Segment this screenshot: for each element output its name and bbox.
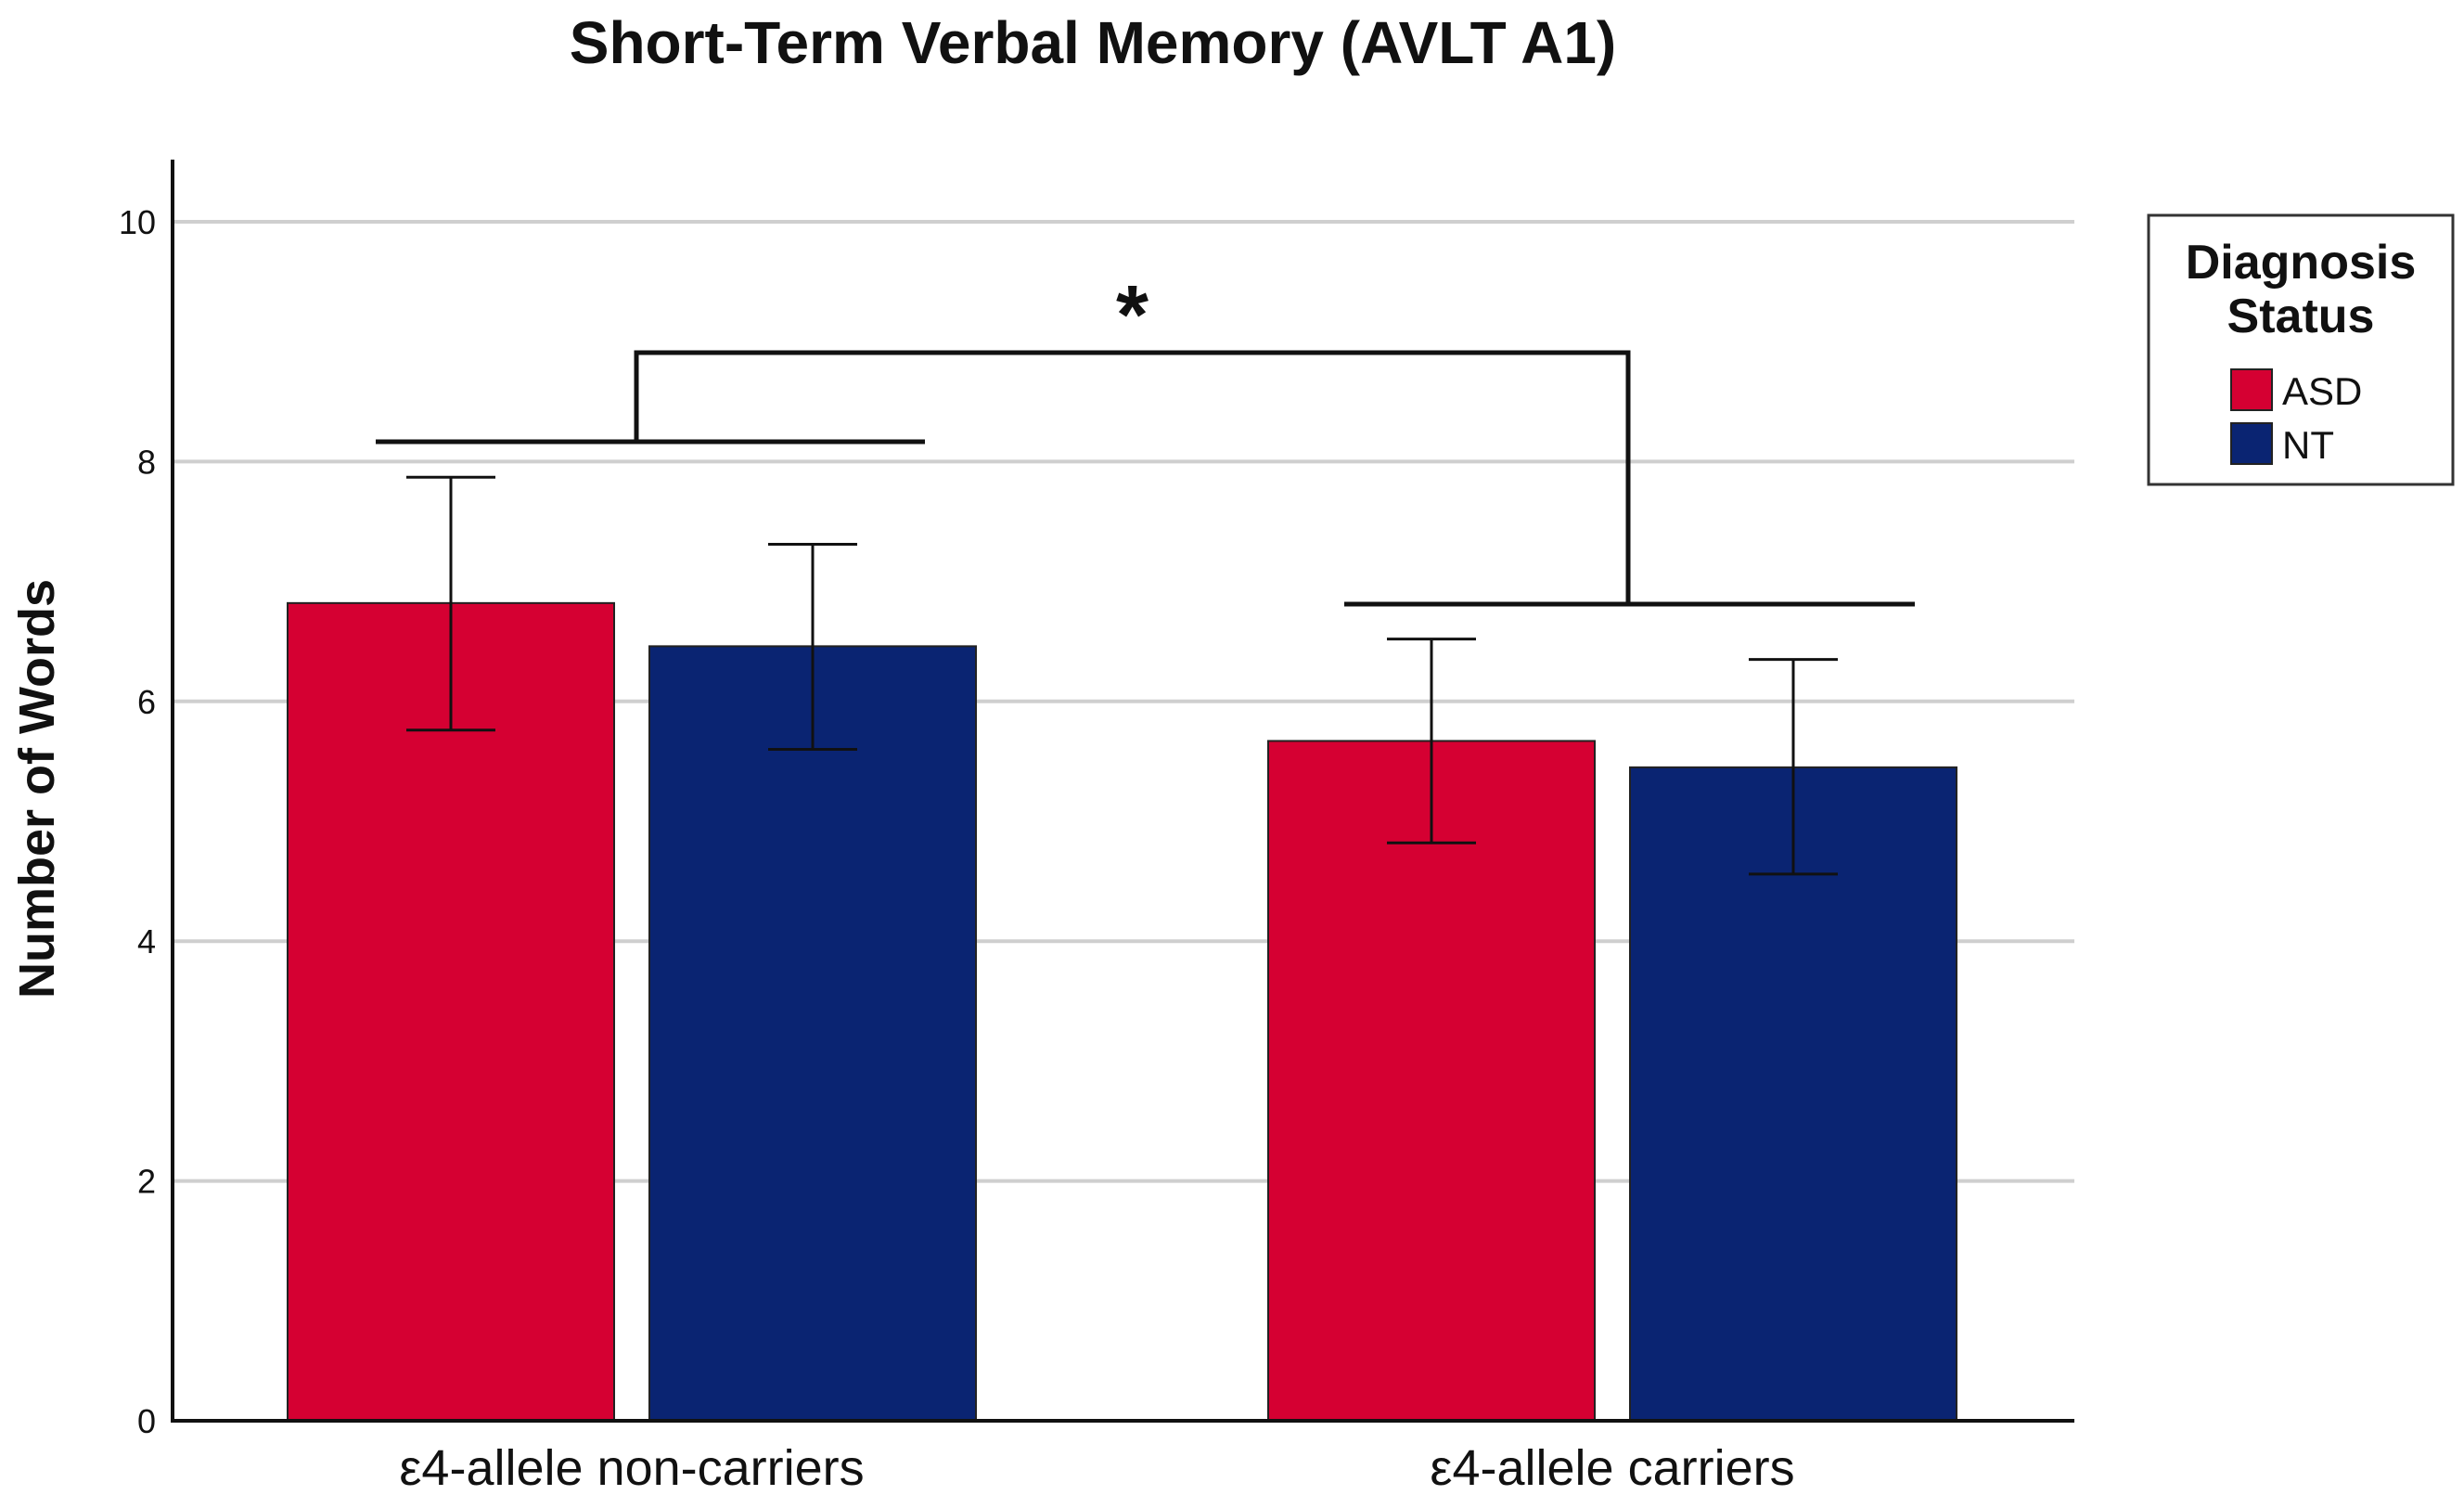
x-category-label: ε4-allele non-carriers [399, 1440, 864, 1496]
legend-title-line: Status [2227, 290, 2375, 343]
y-tick-labels: 0 2 4 6 8 10 [119, 203, 156, 1440]
x-category-labels: ε4-allele non-carriers ε4-allele carriers [399, 1440, 1794, 1496]
axes [171, 160, 2074, 1423]
y-tick-label: 2 [137, 1163, 156, 1201]
chart-title: Short-Term Verbal Memory (AVLT A1) [570, 9, 1616, 76]
significance-bracket: * [376, 269, 1915, 607]
legend-title-line: Diagnosis [2186, 236, 2417, 290]
error-bars [406, 475, 1838, 876]
bracket-line [634, 350, 1631, 604]
y-tick-label: 8 [137, 443, 156, 481]
x-category-label: ε4-allele carriers [1430, 1440, 1794, 1496]
bar-nt-1 [648, 645, 977, 1422]
y-tick-label: 4 [137, 922, 156, 960]
legend-box [2147, 213, 2455, 486]
bars [287, 601, 1957, 1422]
legend-label-nt: NT [2282, 423, 2334, 467]
bar-nt-2 [1629, 766, 1957, 1422]
legend-swatch-asd [2230, 368, 2273, 411]
y-tick-label: 10 [119, 203, 156, 241]
legend-label-asd: ASD [2282, 369, 2362, 413]
legend-swatch-nt [2230, 422, 2273, 465]
significance-star: * [1116, 269, 1149, 362]
bar-asd-1 [287, 601, 615, 1422]
y-tick-label: 0 [137, 1402, 156, 1440]
y-axis-label: Number of Words [9, 579, 65, 999]
bar-asd-2 [1267, 740, 1596, 1422]
y-tick-label: 6 [137, 683, 156, 721]
